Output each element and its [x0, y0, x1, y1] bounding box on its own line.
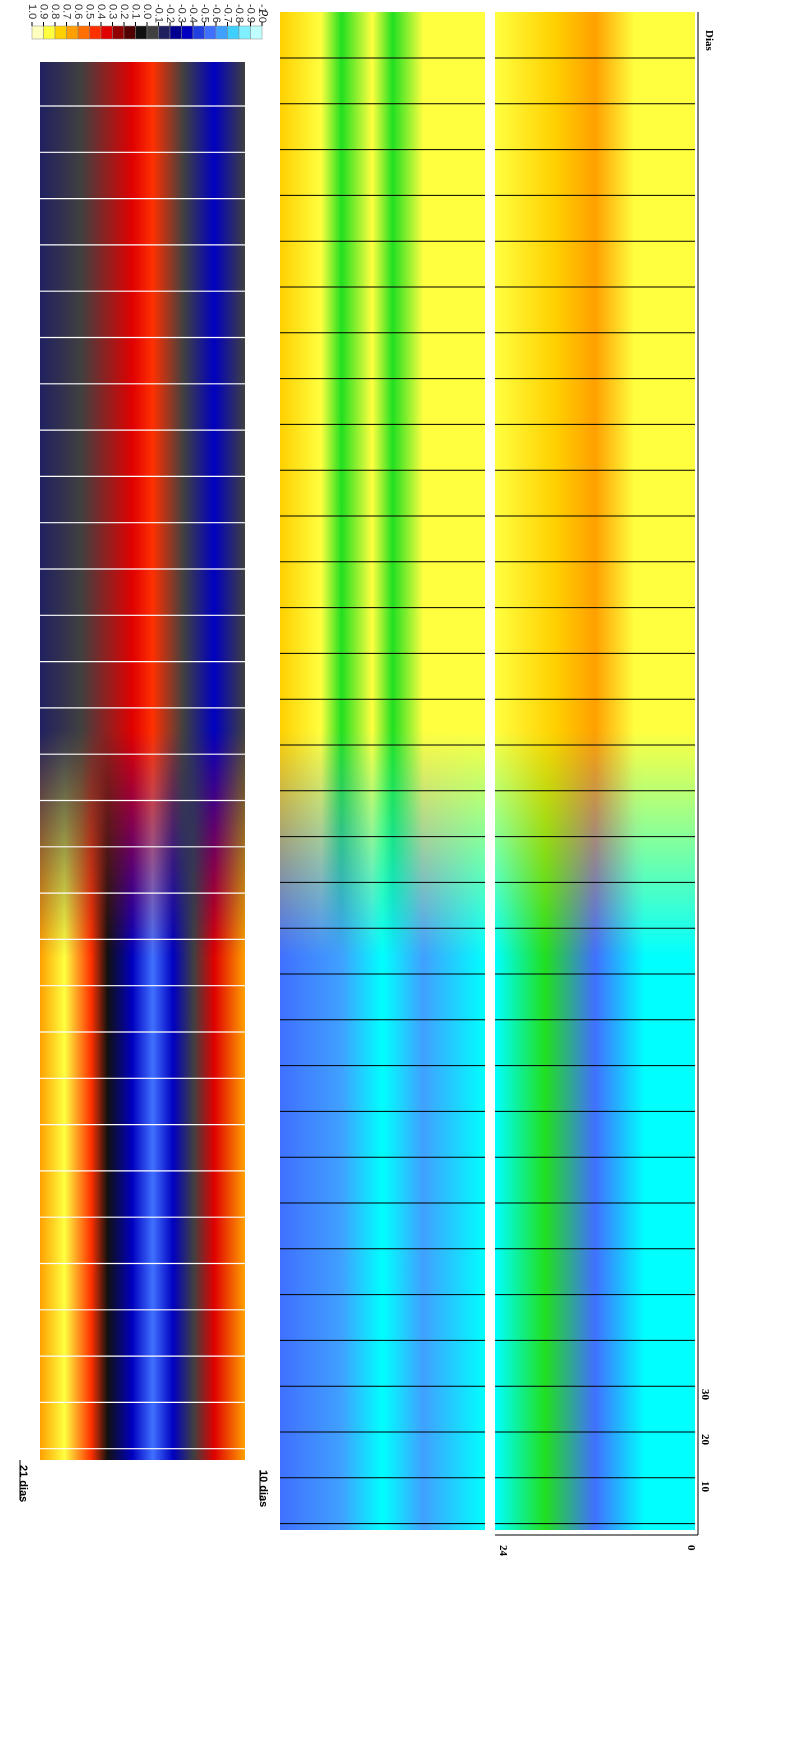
- window-21-label: 21 dias: [17, 1465, 29, 1502]
- colorbar-swatch: [54, 25, 67, 40]
- colorbar-swatch: [215, 25, 228, 40]
- colorbar-tick-label: -0.1: [153, 4, 165, 23]
- colorbar-swatch: [123, 25, 136, 40]
- colorbar-swatch: [181, 25, 194, 40]
- colorbar-swatch: [31, 25, 44, 40]
- colorbar-tick-label: 0.5: [84, 4, 96, 19]
- colorbar-tick-label: 0.1: [130, 4, 142, 19]
- bottom-panel-upper: [495, 12, 695, 1530]
- colorbar-swatch: [112, 25, 125, 40]
- y-bottom-label: 0: [685, 1545, 697, 1551]
- colorbar-swatch: [43, 25, 56, 40]
- colorbar-swatch: [250, 25, 263, 40]
- x-axis-label: Dias: [703, 30, 715, 52]
- window-10-label: 10 dias: [257, 1470, 269, 1507]
- colorbar-tick-label: -1.0: [256, 4, 268, 23]
- colorbar-swatch: [89, 25, 102, 40]
- colorbar-tick-label: 0.9: [38, 4, 50, 19]
- colorbar-tick-label: -0.4: [187, 4, 199, 23]
- x-tick-label: 30: [699, 1389, 711, 1401]
- colorbar-tick-label: 0.0: [141, 4, 153, 19]
- colorbar-tick-label: 0.6: [72, 4, 84, 19]
- colorbar-swatch: [66, 25, 79, 40]
- y-top-label: 24: [497, 1545, 509, 1557]
- colorbar-tick-label: 0.7: [61, 4, 73, 19]
- colorbar-swatch: [238, 25, 251, 40]
- x-tick-label: 20: [699, 1434, 711, 1446]
- colorbar-swatch: [100, 25, 113, 40]
- colorbar-tick-label: -0.3: [176, 4, 188, 23]
- colorbar-tick-label: 1.0: [26, 4, 38, 19]
- colorbar-tick-label: -0.9: [245, 4, 257, 23]
- top-panel-upper: [40, 62, 245, 1460]
- colorbar-swatch: [227, 25, 240, 40]
- colorbar-tick-label: -0.5: [199, 4, 211, 23]
- colorbar-swatch: [204, 25, 217, 40]
- colorbar-swatch: [169, 25, 182, 40]
- colorbar-swatch: [77, 25, 90, 40]
- colorbar-swatch: [192, 25, 205, 40]
- colorbar-tick-label: 0.4: [95, 4, 107, 19]
- colorbar-tick-label: -0.6: [210, 4, 222, 23]
- middle-panel-upper: [280, 12, 485, 1530]
- colorbar-swatch: [135, 25, 148, 40]
- colorbar-swatch: [158, 25, 171, 40]
- colorbar-tick-label: -0.2: [164, 4, 176, 23]
- colorbar-tick-label: 0.8: [49, 4, 61, 19]
- colorbar-label: ρ: [259, 9, 271, 16]
- axes: [19, 12, 699, 1536]
- x-tick-label: 10: [699, 1481, 711, 1493]
- panels: [40, 12, 695, 1530]
- colorbar-tick-label: 0.3: [107, 4, 119, 19]
- colorbar-swatch: [146, 25, 159, 40]
- colorbar-tick-label: 0.2: [118, 4, 130, 19]
- colorbar-tick-label: -0.8: [233, 4, 245, 23]
- colorbar-tick-label: -0.7: [222, 4, 234, 23]
